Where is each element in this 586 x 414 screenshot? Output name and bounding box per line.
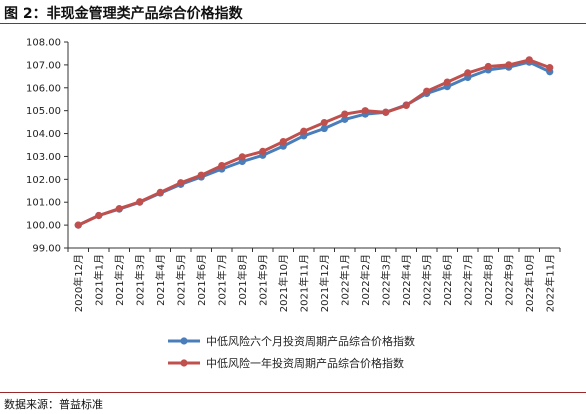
series-2-point (156, 188, 164, 196)
x-tick-label: 2021年3月 (133, 254, 146, 306)
series-2-point (136, 198, 144, 206)
series-2-point (218, 162, 226, 170)
y-tick-label: 106.00 (26, 83, 61, 94)
y-tick-label: 102.00 (26, 175, 61, 186)
chart-title: 图 2：非现金管理类产品综合价格指数 (4, 6, 243, 22)
x-tick-label: 2022年11月 (543, 254, 556, 312)
x-tick-label: 2021年7月 (215, 254, 228, 306)
y-tick-label: 108.00 (26, 38, 61, 49)
series-2-point (402, 101, 410, 110)
legend-marker-1 (180, 337, 188, 345)
series-2-point (177, 179, 185, 187)
x-tick-label: 2022年1月 (338, 254, 351, 306)
x-tick-label: 2021年5月 (174, 254, 187, 306)
x-tick-label: 2021年6月 (195, 254, 208, 306)
series-2-point (423, 87, 431, 95)
y-tick-label: 105.00 (26, 106, 61, 117)
x-tick-label: 2021年8月 (236, 254, 249, 306)
x-tick-label: 2020年12月 (72, 254, 85, 312)
series-2-point (197, 171, 205, 179)
series-2-point (464, 69, 472, 77)
series-2-point (74, 221, 82, 229)
x-tick-label: 2021年12月 (318, 254, 331, 312)
x-tick-label: 2022年4月 (400, 254, 413, 306)
series-2-point (320, 118, 328, 127)
legend-label-2: 中低风险一年投资周期产品综合价格指数 (206, 356, 404, 370)
x-tick-label: 2021年2月 (113, 254, 126, 306)
y-tick-label: 104.00 (26, 129, 61, 140)
series-2-point (238, 153, 246, 161)
x-tick-label: 2022年6月 (441, 254, 454, 306)
series-2-point (259, 147, 267, 156)
x-tick-label: 2022年3月 (379, 254, 392, 306)
legend-label-1: 中低风险六个月投资周期产品综合价格指数 (206, 334, 415, 348)
series-2-point (505, 61, 513, 69)
x-tick-label: 2021年11月 (297, 254, 310, 312)
series-2-point (341, 110, 349, 118)
x-tick-label: 2021年4月 (154, 254, 167, 306)
x-tick-label: 2021年9月 (256, 254, 269, 306)
series-2-point (484, 62, 492, 71)
series-2-point (300, 127, 308, 135)
y-tick-label: 107.00 (26, 60, 61, 71)
line-chart: 108.00 107.00 106.00 105.00 104.00 103.00 102.… (26, 38, 561, 370)
series-2-point (443, 78, 451, 86)
x-tick-label: 2022年10月 (523, 254, 536, 312)
series-1-point (341, 115, 349, 123)
x-tick-label: 2022年2月 (359, 254, 372, 306)
x-tick-label: 2021年1月 (92, 254, 105, 306)
x-tick-label: 2022年7月 (461, 254, 474, 306)
legend-marker-2 (180, 359, 188, 367)
y-tick-label: 103.00 (26, 152, 61, 163)
series-2-point (525, 56, 533, 64)
y-tick-label: 99.00 (32, 244, 61, 255)
series-2-point (361, 107, 369, 115)
series-2-point (95, 211, 103, 220)
series-line-1 (77, 60, 551, 227)
series-2-point (546, 64, 554, 72)
chart-lines (74, 56, 554, 229)
x-tick-label: 2022年5月 (420, 254, 433, 306)
x-tick-label: 2022年8月 (482, 254, 495, 306)
y-tick-label: 101.00 (26, 198, 61, 209)
x-tick-label: 2022年9月 (502, 254, 515, 306)
title-divider (0, 23, 586, 24)
source-note: 数据来源：普益标准 (4, 398, 103, 411)
source-divider (0, 392, 586, 393)
y-tick-label: 100.00 (26, 221, 61, 232)
x-tick-label: 2021年10月 (277, 254, 290, 312)
series-line-2 (77, 58, 551, 227)
series-1-point (320, 124, 328, 133)
series-2-point (382, 108, 390, 116)
series-2-point (279, 137, 287, 146)
series-2-point (115, 205, 123, 213)
chart-axes: 108.00 107.00 106.00 105.00 104.00 103.00 102.… (26, 38, 561, 312)
